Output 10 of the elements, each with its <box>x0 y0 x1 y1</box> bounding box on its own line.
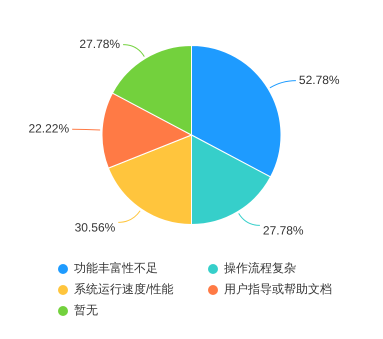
data-label: 22.22% <box>28 122 70 136</box>
legend-label: 用户指导或帮助文档 <box>224 281 332 298</box>
legend-label: 功能丰富性不足 <box>74 260 158 277</box>
legend-label: 操作流程复杂 <box>224 260 296 277</box>
legend-label: 系统运行速度/性能 <box>74 281 174 298</box>
data-label: 27.78% <box>79 36 120 51</box>
data-label: 52.78% <box>298 72 340 87</box>
data-label: 30.56% <box>74 220 116 235</box>
legend-label: 暂无 <box>74 302 98 319</box>
data-label: 27.78% <box>262 224 304 238</box>
